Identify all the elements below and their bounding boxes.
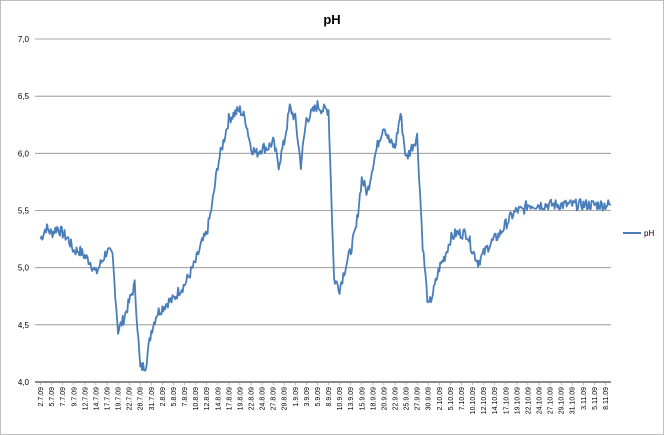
- x-tick-label: 5.11.09: [592, 387, 599, 410]
- chart-title: pH: [323, 12, 340, 27]
- y-tick-label: 5,0: [18, 264, 30, 273]
- y-tick-label: 4,0: [18, 378, 30, 387]
- x-tick-label: 2.7.09: [38, 387, 45, 407]
- x-tick-label: 10.10.09: [470, 387, 477, 414]
- x-tick-label: 14.8.09: [215, 387, 222, 410]
- x-tick-label: 5.7.09: [49, 387, 56, 407]
- x-tick-label: 10.8.09: [193, 387, 200, 410]
- x-tick-label: 12.8.09: [204, 387, 211, 410]
- x-tick-label: 14.7.09: [93, 387, 100, 410]
- x-tick-label: 7.8.09: [182, 387, 189, 407]
- x-tick-label: 19.10.09: [514, 387, 521, 414]
- legend: pH: [623, 229, 654, 238]
- x-axis-ticks: 2.7.09 5.7.09 7.7.09 9.7.09 12.7.09 14.7.09 17…: [38, 382, 610, 414]
- x-tick-label: 27.10.09: [548, 387, 555, 414]
- x-tick-label: 12.7.09: [82, 387, 89, 410]
- x-tick-label: 5.9.09: [315, 387, 322, 407]
- x-tick-label: 5.8.09: [171, 387, 178, 407]
- x-tick-label: 14.10.09: [492, 387, 499, 414]
- x-tick-label: 22.9.09: [393, 387, 400, 410]
- x-tick-label: 2.8.09: [160, 387, 167, 407]
- x-tick-label: 15.9.09: [359, 387, 366, 410]
- x-tick-label: 2.10.09: [437, 387, 444, 410]
- x-tick-label: 9.7.09: [71, 387, 78, 407]
- x-tick-label: 19.7.09: [116, 387, 123, 410]
- grid-lines: [35, 38, 611, 326]
- y-tick-label: 6,5: [18, 92, 30, 101]
- x-tick-label: 17.7.09: [105, 387, 112, 410]
- series-layer: [39, 99, 612, 372]
- x-tick-label: 3.9.09: [304, 387, 311, 407]
- series-line-ph: [39, 99, 612, 372]
- x-tick-label: 24.8.09: [260, 387, 267, 410]
- y-tick-label: 6,0: [18, 149, 30, 158]
- legend-label: pH: [644, 229, 654, 238]
- x-tick-label: 7.7.09: [60, 387, 67, 407]
- x-tick-label: 24.10.09: [537, 387, 544, 414]
- x-tick-label: 27.9.09: [415, 387, 422, 410]
- y-tick-label: 4,5: [18, 321, 30, 330]
- x-tick-label: 17.10.09: [503, 387, 510, 414]
- x-tick-label: 20.9.09: [381, 387, 388, 410]
- x-tick-label: 22.7.09: [127, 387, 134, 410]
- x-tick-label: 8.9.09: [326, 387, 333, 407]
- x-tick-label: 25.9.09: [404, 387, 411, 410]
- x-tick-label: 27.8.09: [271, 387, 278, 410]
- x-tick-label: 22.10.09: [525, 387, 532, 414]
- x-tick-label: 29.8.09: [282, 387, 289, 410]
- y-tick-label: 5,5: [18, 207, 30, 216]
- x-tick-label: 1.9.09: [293, 387, 300, 407]
- x-tick-label: 19.8.09: [237, 387, 244, 410]
- x-tick-label: 5.10.09: [448, 387, 455, 410]
- x-tick-label: 29.10.09: [559, 387, 566, 414]
- x-tick-label: 10.9.09: [337, 387, 344, 410]
- x-tick-label: 8.11.09: [603, 387, 610, 410]
- x-tick-label: 31.7.09: [149, 387, 156, 410]
- y-axis-ticks: 4,0 4,5 5,0 5,5 6,0 6,5 7,0: [18, 35, 30, 387]
- x-tick-label: 7.10.09: [459, 387, 466, 410]
- x-tick-label: 30.9.09: [426, 387, 433, 410]
- x-tick-label: 28.7.09: [138, 387, 145, 410]
- x-tick-label: 31.10.09: [570, 387, 577, 414]
- x-tick-label: 18.9.09: [370, 387, 377, 410]
- x-tick-label: 12.10.09: [481, 387, 488, 414]
- x-tick-label: 17.8.09: [226, 387, 233, 410]
- x-tick-label: 22.8.09: [249, 387, 256, 410]
- y-tick-label: 7,0: [18, 35, 30, 44]
- x-tick-label: 3.11.09: [581, 387, 588, 410]
- x-tick-label: 13.9.09: [348, 387, 355, 410]
